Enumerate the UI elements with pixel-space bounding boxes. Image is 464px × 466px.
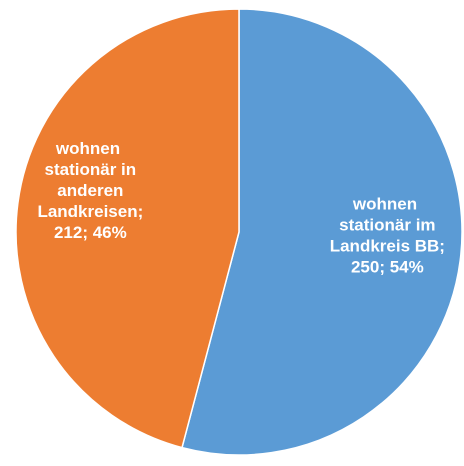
- data-label-line: 250; 54%: [346, 258, 424, 277]
- data-label-line: Landkreis BB;: [325, 237, 445, 256]
- data-label-line: 212; 46%: [49, 223, 127, 242]
- data-label-line: wohnen: [55, 139, 120, 158]
- data-label: wohnen stationär im Landkreis BB; 250; 5…: [325, 195, 445, 277]
- data-label-line: anderen: [53, 181, 124, 200]
- data-label-line: wohnen: [352, 195, 417, 214]
- data-label-line: Landkreisen;: [33, 202, 144, 221]
- pie-slice: [15, 8, 240, 449]
- data-label-line: stationär in: [40, 160, 136, 179]
- data-label: wohnen stationär in anderen Landkreisen;…: [33, 139, 144, 242]
- data-label-line: stationär im: [334, 216, 435, 235]
- pie-slice: [181, 8, 463, 456]
